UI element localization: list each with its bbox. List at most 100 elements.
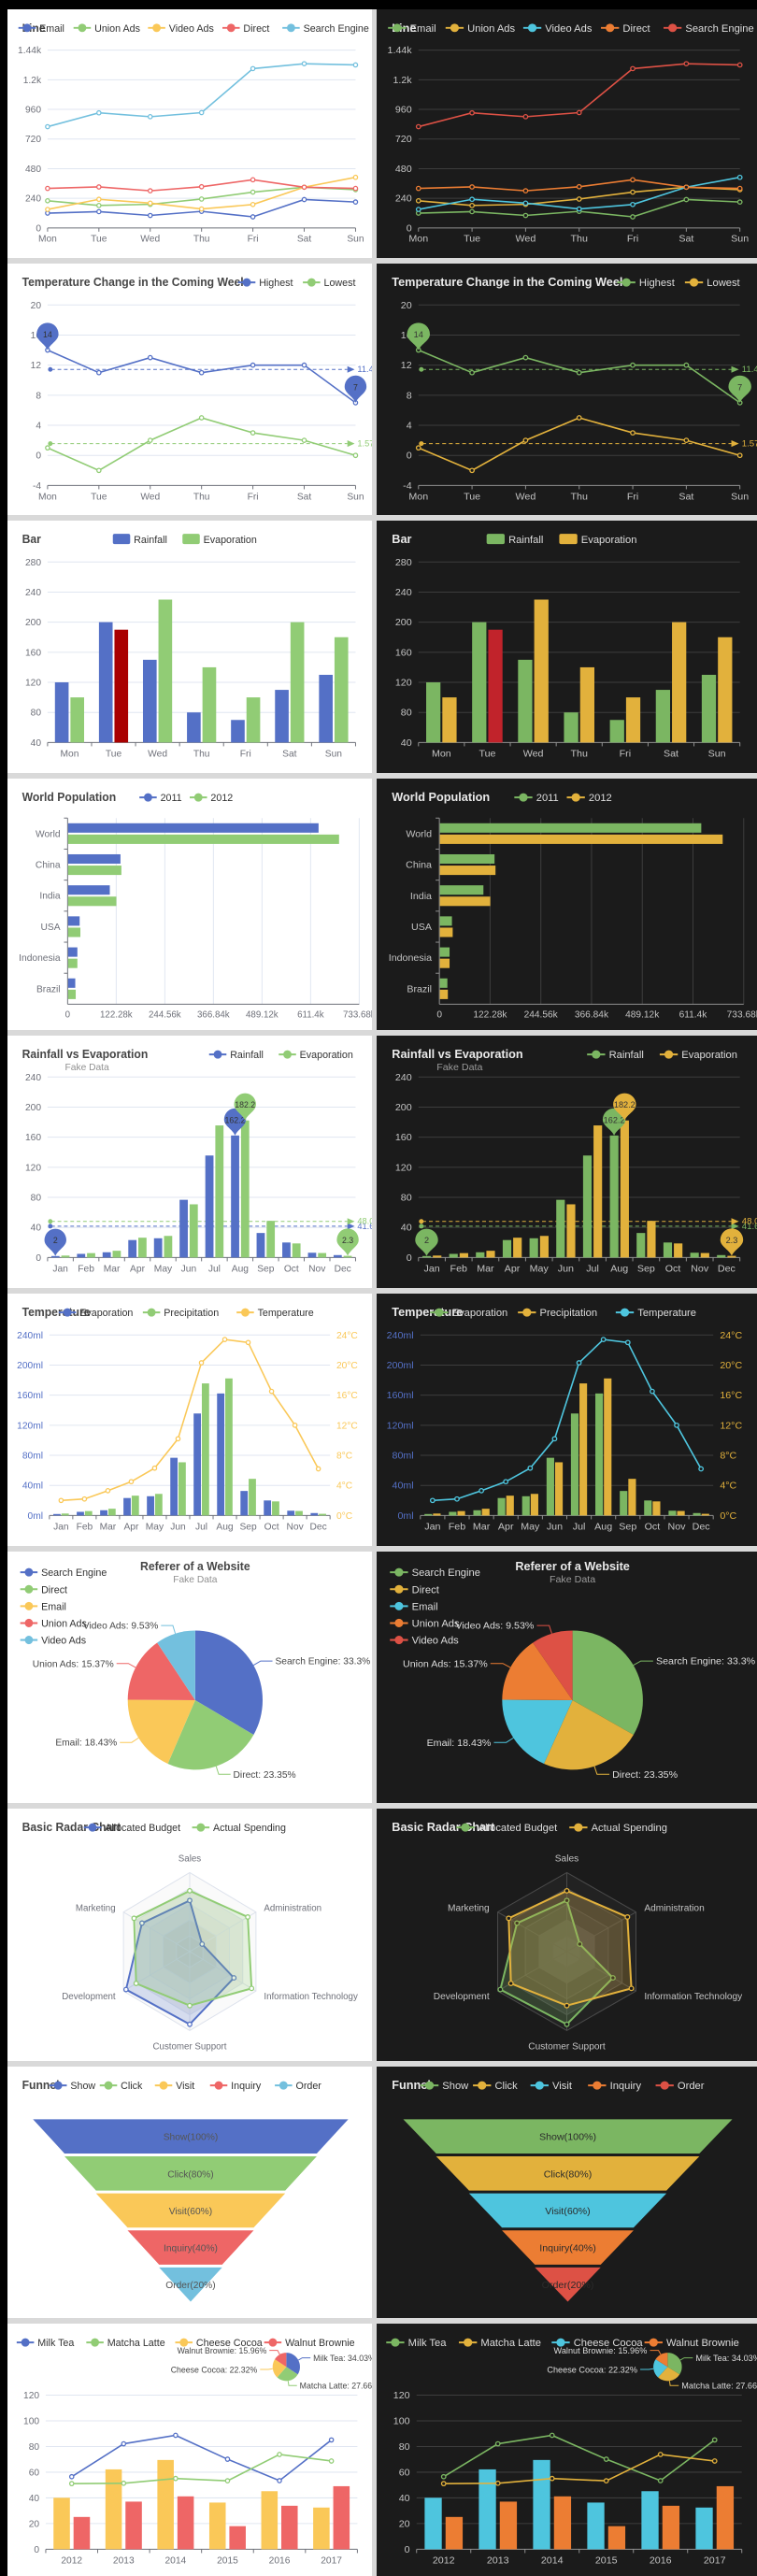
bar-rainfall[interactable] xyxy=(50,1256,60,1258)
data-point[interactable] xyxy=(250,214,256,220)
bar-rainfall[interactable] xyxy=(529,1238,538,1258)
bar-precipitation[interactable] xyxy=(107,1509,116,1516)
bar-evaporation[interactable] xyxy=(287,1510,295,1516)
data-point[interactable] xyxy=(503,1479,509,1485)
bar-evaporation[interactable] xyxy=(486,1251,495,1258)
legend-item-2012[interactable]: 2012 xyxy=(190,793,233,804)
data-point[interactable] xyxy=(711,2458,718,2465)
data-point[interactable] xyxy=(352,62,359,68)
funnel-band-click[interactable] xyxy=(64,2155,317,2191)
bar-evaporation[interactable] xyxy=(202,667,217,743)
pie-slice-email[interactable] xyxy=(502,1699,573,1764)
legend-item-highest[interactable]: Highest xyxy=(617,278,675,289)
data-point[interactable] xyxy=(551,1436,558,1442)
pie-slice-video-ads[interactable] xyxy=(157,1630,195,1700)
bar-rainfall[interactable] xyxy=(701,675,717,743)
bar-evaporation[interactable] xyxy=(595,1393,604,1516)
bar-cheese-cocoa[interactable] xyxy=(641,2491,659,2550)
legend-item-cheese-cocoa[interactable]: Cheese Cocoa xyxy=(175,2338,264,2350)
bar-rainfall[interactable] xyxy=(319,675,333,743)
bar-evaporation[interactable] xyxy=(123,1497,131,1516)
data-point[interactable] xyxy=(121,2481,127,2486)
data-point[interactable] xyxy=(96,109,102,116)
data-point[interactable] xyxy=(198,369,205,376)
data-point[interactable] xyxy=(522,212,529,219)
data-point[interactable] xyxy=(173,2432,179,2439)
legend-item-union-ads[interactable]: Union Ads xyxy=(390,1618,460,1629)
data-point[interactable] xyxy=(469,467,475,473)
data-point[interactable] xyxy=(68,2481,75,2487)
funnel-band-order[interactable] xyxy=(159,2267,222,2302)
pie-slice-search-engine[interactable] xyxy=(572,1630,643,1735)
bar-2012[interactable] xyxy=(67,927,80,937)
bar-precipitation[interactable] xyxy=(319,1513,326,1516)
bar-precipitation[interactable] xyxy=(628,1479,636,1516)
bar-walnut-brownie[interactable] xyxy=(73,2517,91,2550)
data-point[interactable] xyxy=(522,436,529,443)
legend-item-email[interactable]: Email xyxy=(388,23,436,35)
legend-item-video-ads[interactable]: Video Ads xyxy=(148,23,214,35)
data-point[interactable] xyxy=(683,436,690,443)
legend-item-direct[interactable]: Direct xyxy=(390,1584,439,1596)
data-point[interactable] xyxy=(328,2458,335,2465)
legend-item-actual-spending[interactable]: Actual Spending xyxy=(569,1823,667,1834)
bar-evaporation[interactable] xyxy=(77,1511,84,1516)
legend-item-union-ads[interactable]: Union Ads xyxy=(445,23,516,35)
bar-2011[interactable] xyxy=(439,884,484,895)
legend-item-video-ads[interactable]: Video Ads xyxy=(20,1635,87,1646)
data-point[interactable] xyxy=(301,436,307,443)
bar-rainfall[interactable] xyxy=(421,1256,432,1258)
legend-item-milk-tea[interactable]: Milk Tea xyxy=(386,2339,447,2350)
bar-evaporation[interactable] xyxy=(100,1510,107,1516)
bar-evaporation[interactable] xyxy=(497,1497,506,1516)
bar-2011[interactable] xyxy=(67,853,121,864)
data-point[interactable] xyxy=(277,2478,282,2484)
data-point[interactable] xyxy=(522,200,529,207)
data-point[interactable] xyxy=(147,188,153,193)
bar-2012[interactable] xyxy=(67,958,78,968)
pie-slice-matcha-latte[interactable] xyxy=(277,2367,298,2382)
bar-rainfall[interactable] xyxy=(187,712,201,743)
bar-evaporation[interactable] xyxy=(521,1496,530,1516)
data-point[interactable] xyxy=(415,123,421,130)
bar-rainfall[interactable] xyxy=(476,1252,485,1258)
data-point[interactable] xyxy=(469,109,475,116)
bar-rainfall[interactable] xyxy=(307,1252,317,1258)
legend-item-lowest[interactable]: Lowest xyxy=(684,278,740,289)
data-point[interactable] xyxy=(147,436,153,443)
bar-precipitation[interactable] xyxy=(61,1513,69,1516)
bar-evaporation[interactable] xyxy=(290,622,305,743)
data-point[interactable] xyxy=(198,183,205,190)
rainfall-evaporation-canvas-light[interactable]: Rainfall vs Evaporation Fake Data Rainfall… xyxy=(7,1036,372,1288)
legend-item-evaporation[interactable]: Evaporation xyxy=(659,1051,737,1062)
data-point[interactable] xyxy=(96,369,102,376)
data-point[interactable] xyxy=(630,189,636,195)
bar-evaporation[interactable] xyxy=(513,1238,522,1258)
data-point[interactable] xyxy=(352,185,359,192)
legend-item-direct[interactable]: Direct xyxy=(20,1584,67,1596)
world-population-canvas-dark[interactable]: World Population 2011 2012 0 122.28k 244.56k 3… xyxy=(377,779,757,1031)
bar-evaporation[interactable] xyxy=(264,1500,272,1516)
legend-item-rainfall[interactable]: Rainfall xyxy=(486,534,544,546)
bar-rainfall[interactable] xyxy=(275,690,289,743)
data-point[interactable] xyxy=(415,185,421,192)
legend-item-walnut-brownie[interactable]: Walnut Brownie xyxy=(644,2339,739,2350)
data-point[interactable] xyxy=(96,184,102,190)
bar-evaporation[interactable] xyxy=(310,1512,319,1516)
pie-slice-milk-tea[interactable] xyxy=(286,2353,300,2375)
legend-item-direct[interactable]: Direct xyxy=(601,23,650,35)
bar-rainfall[interactable] xyxy=(472,622,487,743)
funnel-band-visit[interactable] xyxy=(468,2193,667,2227)
bar-evaporation[interactable] xyxy=(620,1491,628,1516)
bar-evaporation[interactable] xyxy=(112,1251,121,1258)
bar-precipitation[interactable] xyxy=(530,1494,538,1516)
bar-2011[interactable] xyxy=(439,947,450,957)
bar-evaporation[interactable] xyxy=(442,697,457,743)
bar-rainfall[interactable] xyxy=(655,690,671,743)
bar-2011[interactable] xyxy=(67,916,80,926)
data-point[interactable] xyxy=(494,2481,501,2486)
